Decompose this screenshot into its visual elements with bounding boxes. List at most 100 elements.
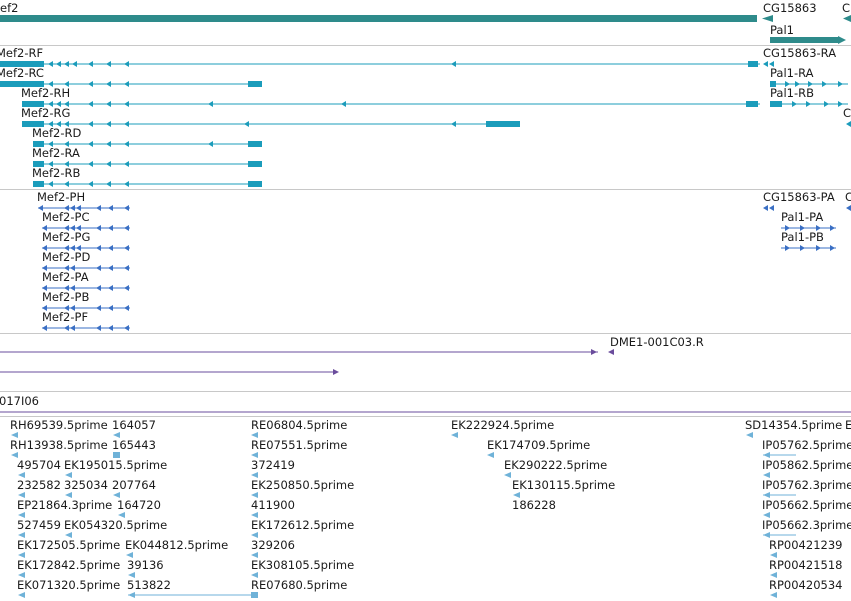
gene-arrow-cg15863[interactable]: [762, 15, 773, 22]
transcript-feature[interactable]: Mef2-RA: [32, 146, 262, 167]
clone-track: DME1-001C03.R 017I06: [0, 335, 851, 413]
transcript-label: Pal1-RA: [770, 66, 814, 80]
transcript-feature[interactable]: CG15863-RA: [763, 46, 836, 67]
est-label[interactable]: EK172842.5prime: [17, 558, 120, 572]
transcript-feature[interactable]: C: [843, 106, 851, 127]
protein-track: Mef2-PH Mef2-PC Mef2-PG Mef2-PD Mef2-PA …: [37, 190, 851, 331]
est-label[interactable]: EK054320.5prime: [64, 518, 167, 532]
est-label[interactable]: IP05662.5prime: [762, 498, 851, 512]
protein-feature[interactable]: Pal1-PB: [781, 230, 836, 251]
protein-label: Mef2-PF: [42, 310, 88, 324]
est-label[interactable]: EK250850.5prime: [251, 478, 354, 492]
est-label[interactable]: IP05862.5prime: [762, 458, 851, 472]
transcript-track: Mef2-RF Mef2-RC Mef2-RH Mef2-RG: [0, 46, 851, 187]
protein-label: Mef2-PB: [42, 290, 89, 304]
est-label[interactable]: 165443: [112, 438, 156, 452]
protein-label: Mef2-PH: [37, 190, 85, 204]
est-label[interactable]: RH69539.5prime: [10, 418, 108, 432]
est-label[interactable]: RE06804.5prime: [251, 418, 347, 432]
gene-arrow-cut[interactable]: [843, 15, 851, 22]
est-label[interactable]: IP05762.5prime: [762, 438, 851, 452]
est-label[interactable]: 164720: [117, 498, 161, 512]
transcript-feature[interactable]: Mef2-RB: [32, 166, 262, 187]
transcript-feature[interactable]: Mef2-RC: [0, 66, 262, 87]
protein-feature[interactable]: Mef2-PF: [42, 310, 130, 331]
est-label[interactable]: E: [845, 418, 851, 432]
transcript-label: Mef2-RG: [21, 106, 70, 120]
est-label[interactable]: 164057: [112, 418, 156, 432]
transcript-label: Mef2-RD: [32, 126, 82, 140]
est-label[interactable]: 186228: [512, 498, 556, 512]
est-label[interactable]: EK195015.5prime: [64, 458, 167, 472]
est-label[interactable]: 207764: [112, 478, 156, 492]
transcript-label: Mef2-RH: [21, 86, 70, 100]
gene-feature-pal1[interactable]: [770, 37, 838, 43]
transcript-feature[interactable]: Pal1-RA: [770, 66, 848, 87]
est-label[interactable]: RE07680.5prime: [251, 578, 347, 592]
transcript-feature[interactable]: Mef2-RG: [21, 106, 520, 127]
est-label[interactable]: IP05762.3prime: [762, 478, 851, 492]
clone-label: DME1-001C03.R: [610, 335, 704, 349]
transcript-feature[interactable]: Pal1-RB: [770, 86, 848, 107]
protein-feature[interactable]: Mef2-PB: [42, 290, 130, 311]
est-label[interactable]: EK172612.5prime: [251, 518, 354, 532]
clone-feature[interactable]: [0, 369, 339, 375]
transcript-label: Mef2-RC: [0, 66, 44, 80]
est-label[interactable]: EK174709.5prime: [487, 438, 590, 452]
protein-label: Pal1-PA: [781, 210, 823, 224]
est-label[interactable]: EK222924.5prime: [451, 418, 554, 432]
transcript-feature[interactable]: Mef2-RH: [21, 86, 760, 107]
gene-label-pal1[interactable]: Pal1: [770, 23, 794, 37]
transcript-label: Mef2-RF: [0, 46, 43, 60]
transcript-feature[interactable]: Mef2-RF: [0, 46, 760, 67]
est-label[interactable]: RE07551.5prime: [251, 438, 347, 452]
est-label[interactable]: EK308105.5prime: [251, 558, 354, 572]
protein-feature[interactable]: Pal1-PA: [781, 210, 836, 231]
protein-feature[interactable]: Mef2-PH: [37, 190, 130, 211]
protein-label: Mef2-PD: [42, 250, 90, 264]
est-label[interactable]: 232582: [17, 478, 61, 492]
est-label[interactable]: 411900: [251, 498, 295, 512]
est-label[interactable]: RP00421518: [769, 558, 842, 572]
est-label[interactable]: 329206: [251, 538, 295, 552]
gene-arrow-pal1[interactable]: [838, 36, 846, 44]
est-label[interactable]: RP00420534: [769, 578, 842, 592]
est-label[interactable]: EK130115.5prime: [512, 478, 615, 492]
est-label[interactable]: EK071320.5prime: [17, 578, 120, 592]
est-label[interactable]: 372419: [251, 458, 295, 472]
est-label[interactable]: 325034: [64, 478, 108, 492]
est-label[interactable]: 513822: [127, 578, 171, 592]
protein-label: Mef2-PG: [42, 230, 90, 244]
est-label[interactable]: 495704: [17, 458, 61, 472]
est-label[interactable]: RP00421239: [769, 538, 842, 552]
protein-feature[interactable]: Mef2-PG: [42, 230, 130, 251]
est-label[interactable]: IP05662.3prime: [762, 518, 851, 532]
est-track: RH69539.5prime 164057 RE06804.5prime EK2…: [10, 418, 851, 598]
est-glyphs[interactable]: [11, 432, 796, 598]
protein-feature[interactable]: Mef2-PD: [42, 250, 130, 271]
protein-label: CG15863-PA: [763, 190, 835, 204]
protein-feature[interactable]: C: [845, 190, 851, 211]
protein-label: Mef2-PC: [42, 210, 89, 224]
clone-feature[interactable]: 017I06: [0, 394, 851, 413]
protein-feature[interactable]: Mef2-PA: [42, 270, 130, 291]
gene-feature-mef2[interactable]: [0, 15, 757, 22]
transcript-feature[interactable]: Mef2-RD: [32, 126, 262, 147]
gene-label-mef2[interactable]: ef2: [0, 1, 18, 15]
est-label[interactable]: RH13938.5prime: [10, 438, 108, 452]
gene-label-cg15863[interactable]: CG15863: [763, 1, 817, 15]
clone-feature[interactable]: DME1-001C03.R: [0, 335, 704, 355]
est-label[interactable]: EK044812.5prime: [125, 538, 228, 552]
protein-feature[interactable]: Mef2-PC: [42, 210, 130, 231]
gene-track: ef2 CG15863 C Pal1: [0, 1, 851, 44]
gene-label-cut[interactable]: C: [842, 1, 850, 15]
est-label[interactable]: 39136: [127, 558, 164, 572]
est-label[interactable]: EK290222.5prime: [504, 458, 607, 472]
est-label[interactable]: 527459: [17, 518, 61, 532]
protein-feature[interactable]: CG15863-PA: [763, 190, 835, 211]
est-label[interactable]: EP21864.3prime: [17, 498, 112, 512]
est-label[interactable]: SD14354.5prime: [745, 418, 842, 432]
clone-label: 017I06: [0, 394, 39, 408]
est-label[interactable]: EK172505.5prime: [17, 538, 120, 552]
